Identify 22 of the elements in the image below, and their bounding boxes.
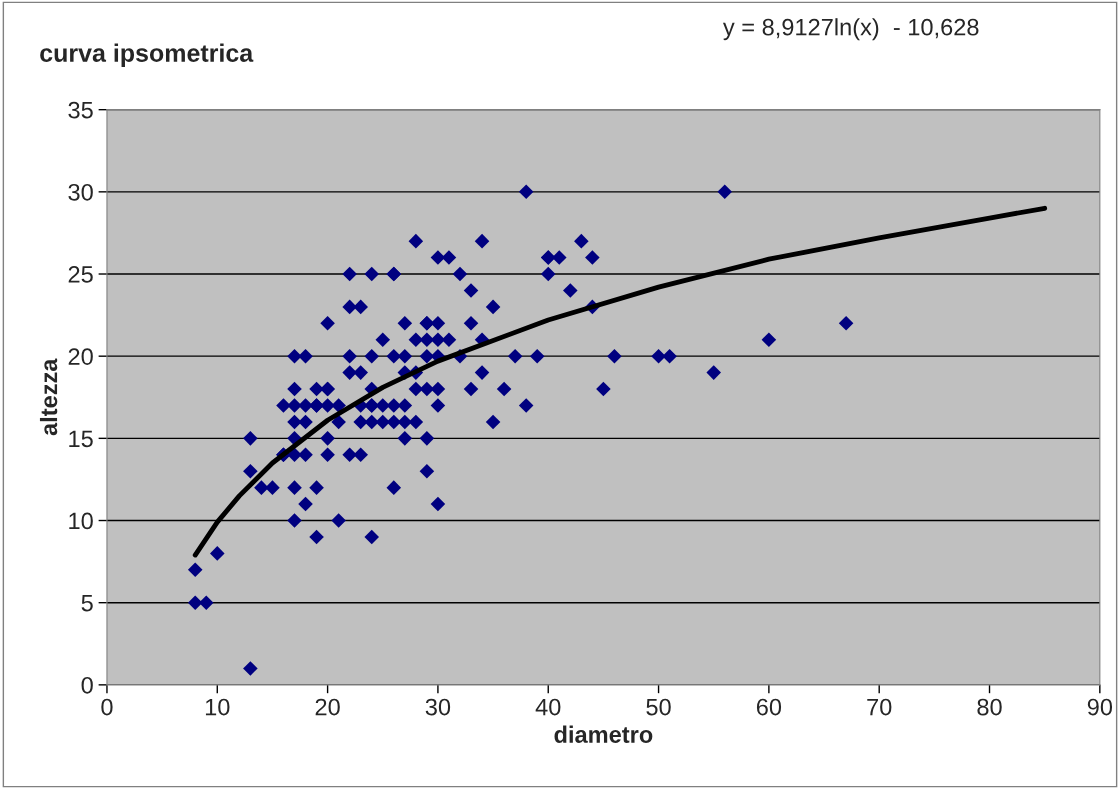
x-tick-label: 40 bbox=[535, 698, 561, 716]
y-tick-label: 10 bbox=[69, 512, 93, 530]
text: y = 8,9127ln(x) - 10,628 bbox=[722, 18, 979, 41]
y-tick-label: 35 bbox=[68, 101, 93, 119]
x-tick-label: 60 bbox=[756, 698, 782, 716]
x-tick-label: 80 bbox=[977, 698, 1002, 716]
x-tick-label: 30 bbox=[425, 698, 451, 716]
y-tick-label: 0 bbox=[81, 676, 93, 694]
chart-title: curva ipsometrica bbox=[40, 43, 254, 67]
x-tick-label: 20 bbox=[315, 698, 340, 716]
y-tick-label: 25 bbox=[68, 266, 93, 283]
x-tick-label: 70 bbox=[867, 698, 892, 716]
x-tick-label: 0 bbox=[101, 698, 113, 716]
x-tick-label: 10 bbox=[205, 698, 230, 716]
y-tick-label: 5 bbox=[81, 594, 93, 612]
x-tick-label: 90 bbox=[1087, 698, 1113, 716]
y-axis-title: altezza bbox=[39, 358, 58, 436]
x-axis-title: diametro bbox=[554, 725, 653, 743]
y-tick-label: 15 bbox=[69, 430, 93, 448]
x-tick-label: 50 bbox=[646, 698, 671, 716]
y-tick-label: 30 bbox=[68, 183, 93, 201]
y-tick-label: 20 bbox=[68, 348, 93, 365]
